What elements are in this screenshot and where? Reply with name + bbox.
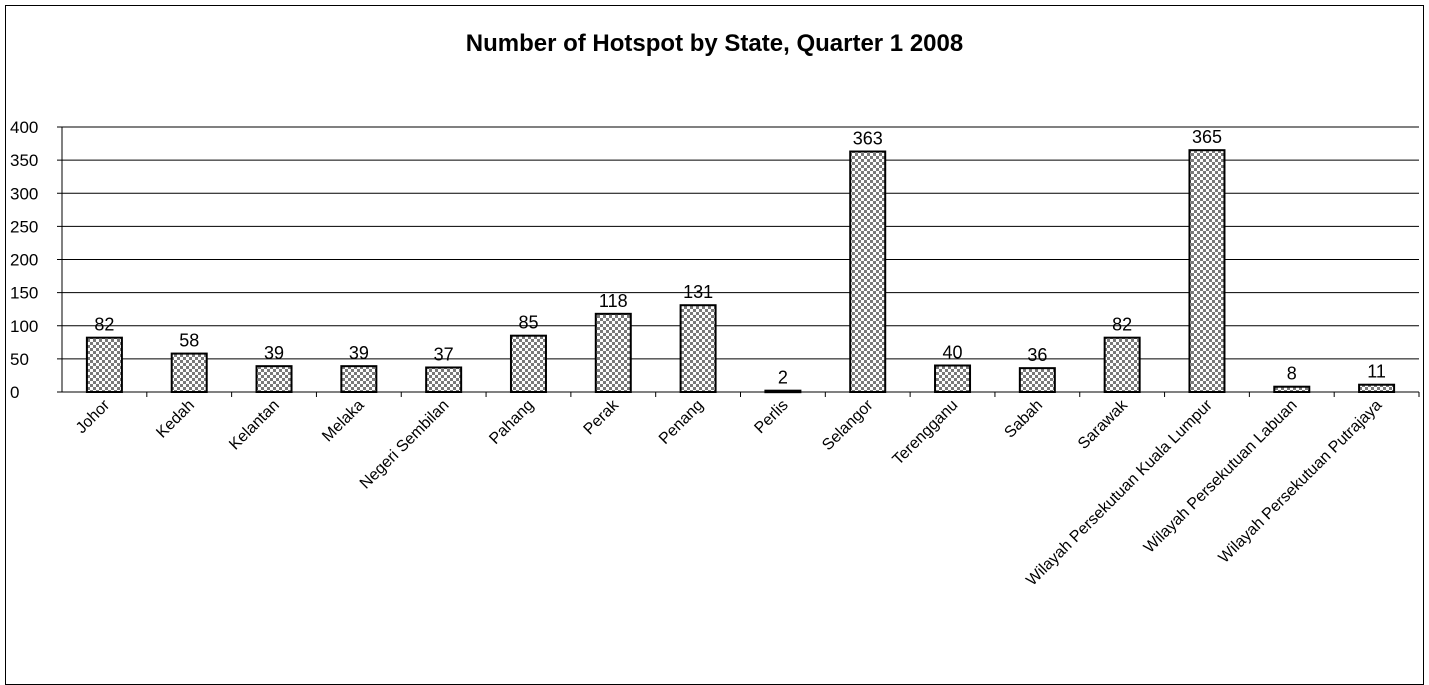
y-tick-labels: 0 50 100 150 200 250 300 350 400 [10,118,38,402]
data-label: 363 [853,129,883,149]
data-label: 365 [1192,127,1222,147]
bar-melaka [340,365,378,394]
y-tick-label: 150 [10,284,38,303]
bar-johor [85,336,123,393]
data-label: 118 [599,291,628,311]
data-label: 40 [943,343,963,363]
x-tick-label: Kedah [153,397,198,442]
x-tick-label: Perlis [751,397,791,437]
bar-negeri-sembilan [425,366,463,393]
bar-kedah [170,352,208,394]
bar-penang [679,304,717,393]
x-tick-label: Selangor [819,396,877,454]
bar-kelantan [255,365,293,394]
y-tick-label: 400 [10,118,38,137]
x-tick-label: Pahang [486,397,537,448]
chart-title: Number of Hotspot by State, Quarter 1 20… [465,30,964,57]
x-tick-label: Perak [581,396,623,438]
bar-perlis [764,389,802,394]
data-label: 85 [518,313,538,333]
bar-pahang [509,334,547,393]
bar-wilayah-persekutuan-putrajaya [1358,383,1396,393]
x-tick-label: Negeri Sembilan [357,397,453,493]
x-tick-label: Wilayah Persekutuan Labuan [1141,397,1301,557]
x-tick-label: Wilayah Persekutuan Kuala Lumpur [1023,396,1216,589]
bar-perak [594,312,632,394]
x-tick-label: Sarawak [1075,396,1132,453]
data-label: 82 [1112,315,1132,335]
data-label: 39 [264,343,284,363]
data-label: 58 [179,331,199,351]
y-tick-label: 50 [10,350,29,369]
data-label: 36 [1027,345,1047,365]
x-tick-label: Johor [73,396,114,437]
bar-wilayah-persekutuan-kuala-lumpur [1188,149,1226,393]
y-tick-label: 200 [10,251,38,270]
data-labels: 82 58 39 39 37 85 118 131 2 363 40 36 82 365 8 11 [94,127,1386,387]
bar-wilayah-persekutuan-labuan [1273,385,1311,394]
x-tick-label: Terengganu [890,397,962,469]
data-label: 131 [683,282,713,302]
y-tick-label: 350 [10,151,38,170]
x-tick-label: Penang [656,397,707,448]
x-tick-label: Sabah [1001,397,1046,442]
data-label: 11 [1367,362,1386,382]
y-tick-label: 100 [10,317,38,336]
x-tick-label: Wilayah Persekutuan Putrajaya [1216,397,1386,567]
data-label: 37 [434,344,454,364]
data-label: 82 [94,315,114,335]
data-label: 39 [349,343,369,363]
bar-terengganu [934,364,972,393]
x-tick-label: Melaka [319,397,368,446]
y-tick-label: 250 [10,217,38,236]
bar-sarawak [1103,336,1141,393]
bar-selangor [849,150,887,393]
y-tick-label: 300 [10,184,38,203]
data-label: 8 [1287,364,1297,384]
y-tick-label: 0 [10,383,19,402]
x-tick-label: Kelantan [226,397,283,454]
bars [85,149,1396,394]
bar-sabah [1018,367,1056,393]
data-label: 2 [778,368,788,388]
